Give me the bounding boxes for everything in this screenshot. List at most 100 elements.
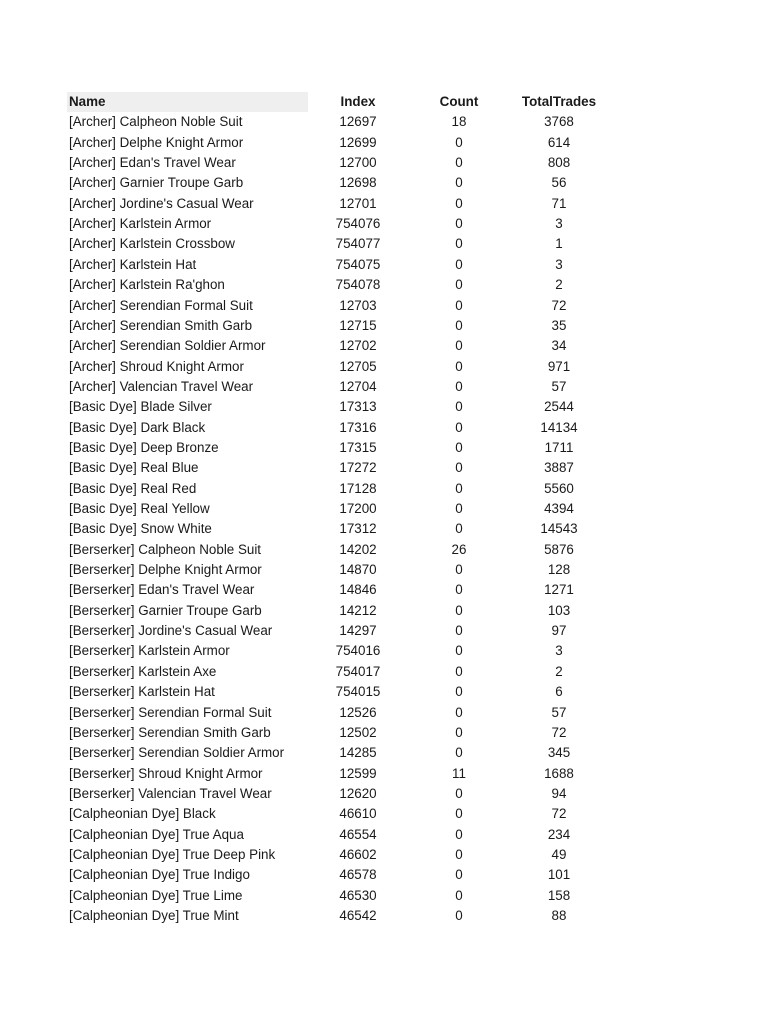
table-row: [Archer] Calpheon Noble Suit 12697 18 3768 — [0, 112, 768, 132]
cell-total-trades: 72 — [551, 297, 567, 313]
cell-name: [Berserker] Edan's Travel Wear — [69, 582, 255, 598]
cell-name: [Berserker] Karlstein Armor — [69, 643, 230, 659]
cell-count: 0 — [455, 480, 463, 496]
table-row: [Archer] Karlstein Ra'ghon 754078 0 2 — [0, 275, 768, 295]
table-row: [Basic Dye] Dark Black 17316 0 14134 — [0, 418, 768, 438]
cell-name: [Archer] Karlstein Ra'ghon — [69, 277, 225, 293]
cell-name: [Basic Dye] Snow White — [69, 521, 212, 537]
cell-total-trades: 14543 — [540, 521, 578, 537]
header-name: Name — [69, 94, 106, 109]
table-row: [Archer] Karlstein Crossbow 754077 0 1 — [0, 234, 768, 254]
cell-count: 0 — [455, 439, 463, 455]
cell-count: 0 — [455, 663, 463, 679]
cell-name: [Berserker] Shroud Knight Armor — [69, 765, 263, 781]
table-row: [Calpheonian Dye] True Lime 46530 0 158 — [0, 886, 768, 906]
cell-name: [Archer] Garnier Troupe Garb — [69, 175, 244, 191]
cell-count: 0 — [455, 358, 463, 374]
cell-count: 18 — [451, 114, 467, 130]
cell-total-trades: 3887 — [544, 460, 574, 476]
cell-index: 12703 — [339, 297, 377, 313]
cell-count: 0 — [455, 908, 463, 923]
cell-total-trades: 14134 — [540, 419, 578, 435]
cell-count: 0 — [455, 887, 463, 903]
cell-total-trades: 614 — [547, 134, 571, 150]
cell-total-trades: 3768 — [544, 114, 574, 130]
cell-total-trades: 5560 — [544, 480, 574, 496]
cell-name: [Archer] Karlstein Armor — [69, 216, 212, 232]
cell-name: [Berserker] Delphe Knight Armor — [69, 562, 262, 578]
cell-count: 0 — [455, 399, 463, 415]
cell-count: 0 — [455, 277, 463, 293]
cell-count: 0 — [455, 826, 463, 842]
cell-count: 0 — [455, 846, 463, 862]
cell-name: [Berserker] Serendian Formal Suit — [69, 704, 272, 720]
cell-count: 0 — [455, 806, 463, 822]
table-row: [Berserker] Jordine's Casual Wear 14297 0 9… — [0, 621, 768, 641]
table-row: [Berserker] Valencian Travel Wear 12620 0 9… — [0, 784, 768, 804]
cell-name: [Calpheonian Dye] True Deep Pink — [69, 846, 276, 862]
cell-index: 754077 — [335, 236, 381, 252]
table-row: [Archer] Shroud Knight Armor 12705 0 971 — [0, 357, 768, 377]
cell-count: 0 — [455, 867, 463, 883]
cell-total-trades: 1271 — [544, 582, 574, 598]
cell-total-trades: 234 — [547, 826, 571, 842]
table-row: [Archer] Serendian Formal Suit 12703 0 72 — [0, 296, 768, 316]
cell-name: [Archer] Shroud Knight Armor — [69, 358, 244, 374]
table-row: [Archer] Serendian Smith Garb 12715 0 35 — [0, 316, 768, 336]
cell-total-trades: 971 — [547, 358, 571, 374]
name-header-fill — [67, 92, 308, 112]
cell-count: 0 — [455, 602, 463, 618]
cell-index: 46554 — [339, 826, 377, 842]
cell-name: [Berserker] Jordine's Casual Wear — [69, 623, 273, 639]
header-row: Name Index Count TotalTrades — [0, 92, 768, 112]
cell-count: 0 — [455, 175, 463, 191]
cell-total-trades: 35 — [551, 317, 567, 333]
cell-total-trades: 128 — [547, 562, 571, 578]
table-row: [Basic Dye] Deep Bronze 17315 0 1711 — [0, 438, 768, 458]
cell-total-trades: 57 — [551, 378, 567, 394]
cell-index: 12705 — [339, 358, 377, 374]
cell-name: [Berserker] Garnier Troupe Garb — [69, 602, 262, 618]
cell-total-trades: 5876 — [544, 541, 574, 557]
cell-total-trades: 72 — [551, 806, 567, 822]
cell-count: 0 — [455, 216, 463, 232]
table-row: [Calpheonian Dye] True Mint 46542 0 88 — [0, 906, 768, 926]
cell-count: 0 — [455, 745, 463, 761]
cell-index: 754075 — [335, 256, 381, 272]
table-row: [Calpheonian Dye] True Aqua 46554 0 234 — [0, 825, 768, 845]
table-row: [Archer] Delphe Knight Armor 12699 0 614 — [0, 133, 768, 153]
table-row: [Archer] Jordine's Casual Wear 12701 0 71 — [0, 194, 768, 214]
cell-index: 754015 — [335, 684, 381, 700]
cell-count: 0 — [455, 501, 463, 516]
cell-index: 754076 — [335, 216, 381, 232]
cell-name: [Calpheonian Dye] True Aqua — [69, 826, 244, 842]
table-row: [Berserker] Calpheon Noble Suit 14202 26 58… — [0, 540, 768, 560]
cell-name: [Archer] Delphe Knight Armor — [69, 134, 244, 150]
cell-total-trades: 94 — [551, 785, 567, 801]
cell-name: [Berserker] Calpheon Noble Suit — [69, 541, 262, 557]
table-row: [Berserker] Serendian Soldier Armor 14285… — [0, 743, 768, 763]
cell-index: 17312 — [339, 521, 377, 537]
cell-index: 17200 — [339, 501, 377, 516]
cell-total-trades: 34 — [551, 338, 567, 354]
cell-count: 0 — [455, 134, 463, 150]
cell-total-trades: 56 — [551, 175, 567, 191]
cell-total-trades: 72 — [551, 724, 567, 740]
cell-name: [Basic Dye] Deep Bronze — [69, 439, 219, 455]
cell-index: 12715 — [339, 317, 377, 333]
cell-index: 14285 — [339, 745, 377, 761]
table-row: [Berserker] Karlstein Armor 754016 0 3 — [0, 641, 768, 661]
cell-name: [Calpheonian Dye] True Mint — [69, 908, 239, 923]
table-row: [Calpheonian Dye] True Deep Pink 46602 0 49 — [0, 845, 768, 865]
header-count: Count — [439, 94, 479, 109]
cell-total-trades: 3 — [555, 216, 563, 232]
cell-total-trades: 1711 — [544, 439, 574, 455]
cell-name: [Calpheonian Dye] Black — [69, 806, 216, 822]
cell-index: 17316 — [339, 419, 377, 435]
cell-index: 12526 — [339, 704, 377, 720]
cell-index: 14212 — [339, 602, 377, 618]
cell-count: 0 — [455, 338, 463, 354]
cell-name: [Basic Dye] Blade Silver — [69, 399, 212, 415]
cell-index: 14202 — [339, 541, 377, 557]
cell-name: [Basic Dye] Real Red — [69, 480, 197, 496]
